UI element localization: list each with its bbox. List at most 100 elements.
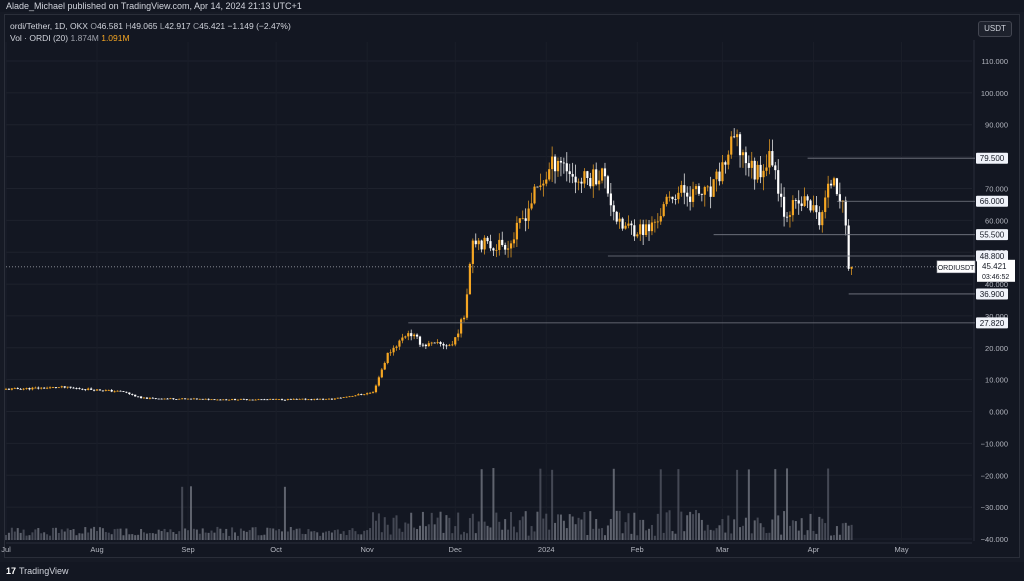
volume-bar bbox=[818, 516, 821, 540]
volume-bar bbox=[404, 522, 407, 540]
volume-bar bbox=[348, 530, 351, 540]
volume-bar bbox=[630, 533, 633, 540]
volume-bar bbox=[231, 527, 234, 540]
candle-body bbox=[583, 171, 586, 184]
candle-body bbox=[630, 223, 633, 226]
volume-bar bbox=[730, 533, 733, 540]
candle-body bbox=[512, 239, 516, 244]
candle-body bbox=[706, 186, 709, 188]
volume-bar bbox=[512, 526, 515, 540]
candle-body bbox=[433, 342, 436, 344]
candle-body bbox=[809, 200, 812, 211]
candle-body bbox=[54, 387, 58, 388]
level-price-label: 79.500 bbox=[980, 154, 1005, 163]
volume-bar bbox=[304, 534, 307, 540]
tradingview-logo-icon[interactable]: 17 bbox=[6, 566, 17, 576]
level-price-tag bbox=[976, 250, 1008, 262]
candle-body bbox=[368, 392, 372, 394]
y-tick-label: 20.000 bbox=[985, 344, 1008, 353]
volume-bar bbox=[113, 529, 116, 540]
volume-bar bbox=[189, 486, 192, 540]
volume-bar bbox=[322, 532, 325, 540]
volume-bar bbox=[143, 532, 145, 540]
candle-body bbox=[477, 240, 480, 245]
volume-bar bbox=[489, 527, 492, 540]
candle-body bbox=[674, 199, 677, 200]
volume-bar bbox=[421, 511, 424, 540]
volume-bar bbox=[278, 529, 281, 540]
volume-row: Vol · ORDI (20) 1.874M 1.091M bbox=[10, 32, 291, 44]
volume-bar bbox=[718, 525, 721, 540]
volume-bar bbox=[386, 524, 389, 540]
volume-bar bbox=[595, 519, 598, 540]
candle-body bbox=[827, 183, 830, 198]
candle-body bbox=[530, 203, 533, 209]
volume-bar bbox=[674, 533, 677, 540]
volume-bar bbox=[128, 534, 131, 540]
volume-bar bbox=[269, 528, 272, 540]
candle-body bbox=[248, 399, 251, 401]
candle-body bbox=[624, 225, 627, 229]
volume-bar bbox=[589, 511, 592, 540]
candle-body bbox=[486, 237, 489, 242]
volume-bar bbox=[166, 532, 169, 540]
candle-body bbox=[410, 333, 413, 337]
level-price-tag bbox=[976, 288, 1008, 300]
volume-bar bbox=[333, 530, 336, 540]
y-tick-label: −10.000 bbox=[981, 439, 1008, 448]
volume-bar bbox=[178, 531, 181, 540]
candle-body bbox=[718, 171, 721, 182]
level-price-tag bbox=[976, 229, 1008, 241]
candle-body bbox=[186, 398, 190, 400]
volume-bar bbox=[844, 522, 847, 540]
candle-body bbox=[427, 343, 430, 347]
volume-bar bbox=[580, 519, 583, 540]
volume-bar bbox=[363, 530, 366, 540]
volume-bar bbox=[28, 535, 31, 540]
chart-frame[interactable] bbox=[4, 14, 1020, 558]
candle-body bbox=[228, 399, 231, 401]
candle-body bbox=[184, 398, 187, 400]
volume-bar bbox=[192, 528, 195, 540]
volume-bar bbox=[554, 522, 557, 540]
volume-bar bbox=[219, 528, 222, 540]
candle-body bbox=[330, 398, 334, 400]
candle-body bbox=[815, 205, 818, 213]
candle-body bbox=[404, 336, 407, 338]
volume-bar bbox=[530, 526, 533, 540]
y-tick-label: 30.000 bbox=[985, 312, 1008, 321]
volume-bar bbox=[741, 525, 744, 540]
volume-bar bbox=[307, 529, 310, 540]
volume-bar bbox=[427, 524, 430, 540]
volume-bar bbox=[463, 531, 466, 540]
candle-body bbox=[771, 151, 774, 166]
candle-body bbox=[157, 398, 160, 400]
candle-body bbox=[301, 398, 304, 400]
candle-body bbox=[351, 395, 354, 397]
candle-body bbox=[460, 319, 463, 334]
candle-body bbox=[768, 151, 771, 168]
volume-bar bbox=[413, 527, 416, 540]
candle-body bbox=[148, 397, 151, 399]
volume-bar bbox=[398, 528, 401, 540]
candle-body bbox=[142, 397, 146, 399]
candle-body bbox=[289, 398, 292, 400]
currency-button[interactable]: USDT bbox=[978, 21, 1012, 37]
volume-bar bbox=[739, 527, 742, 540]
candle-body bbox=[782, 196, 786, 217]
volume-bar bbox=[833, 535, 835, 540]
candle-body bbox=[691, 189, 695, 202]
candle-body bbox=[495, 249, 498, 251]
volume-bar bbox=[216, 526, 219, 540]
volume-bar bbox=[498, 521, 501, 540]
y-tick-label: 0.000 bbox=[989, 408, 1008, 417]
candle-body bbox=[454, 337, 457, 345]
candle-body bbox=[527, 208, 530, 221]
x-tick-label: Sep bbox=[181, 545, 194, 554]
volume-bar bbox=[724, 532, 727, 540]
candle-body bbox=[721, 162, 724, 182]
candle-body bbox=[63, 386, 66, 388]
candle-body bbox=[741, 152, 745, 156]
volume-bar bbox=[668, 510, 671, 540]
